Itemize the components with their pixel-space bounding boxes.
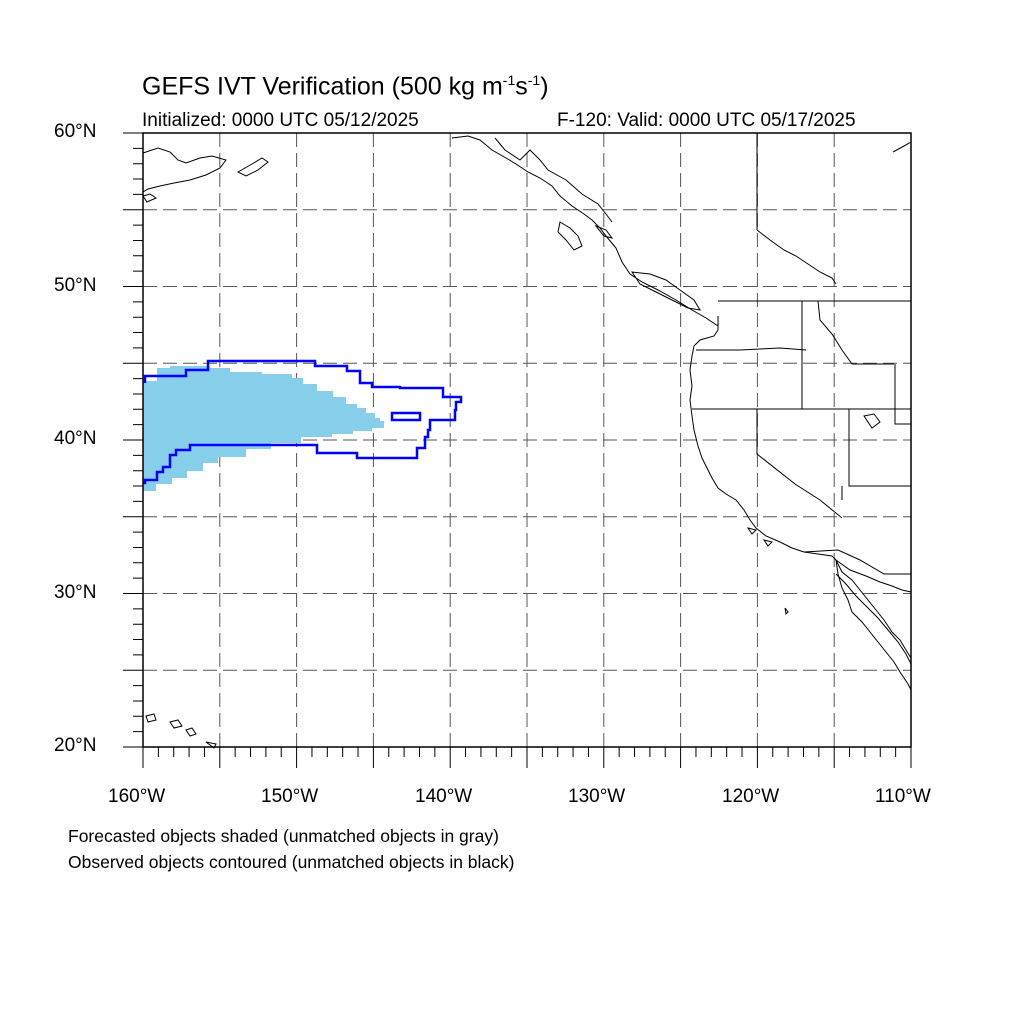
lat-label-20n: 20°N — [54, 735, 97, 756]
chart-title: GEFS IVT Verification (500 kg m-1s-1) — [142, 72, 549, 101]
lon-label-160w: 160°W — [108, 786, 166, 807]
lon-label-150w: 150°W — [261, 786, 319, 807]
valid-time: F-120: Valid: 0000 UTC 05/17/2025 — [557, 110, 856, 131]
forecast-object-shaded — [143, 366, 384, 497]
initialized-time: Initialized: 0000 UTC 05/12/2025 — [142, 110, 419, 131]
lon-label-130w: 130°W — [568, 786, 626, 807]
lat-label-50n: 50°N — [54, 275, 97, 296]
tick-marks — [123, 132, 912, 768]
legend-forecast-note: Forecasted objects shaded (unmatched obj… — [68, 826, 499, 846]
lon-label-140w: 140°W — [415, 786, 473, 807]
lat-label-40n: 40°N — [54, 428, 97, 449]
legend-observed-note: Observed objects contoured (unmatched ob… — [68, 852, 515, 872]
lat-label-30n: 30°N — [54, 582, 97, 603]
lon-label-120w: 120°W — [722, 786, 780, 807]
coastlines — [142, 135, 912, 749]
lat-label-60n: 60°N — [54, 121, 97, 142]
lon-label-110w: 110°W — [875, 786, 931, 807]
political-borders — [692, 133, 911, 575]
observed-object-contour — [143, 359, 463, 485]
